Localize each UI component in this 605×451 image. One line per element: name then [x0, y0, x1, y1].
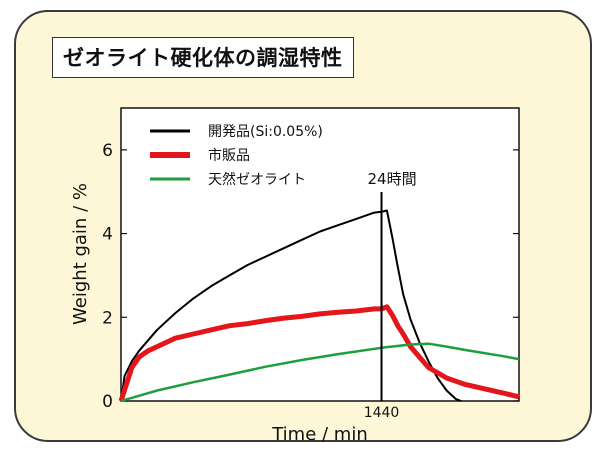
series-line-2: [118, 304, 520, 402]
y-tick-label: 4: [102, 225, 113, 245]
legend-label-1: 開発品(Si:0.05%): [208, 124, 323, 140]
x-tick-label: 1440: [364, 405, 400, 421]
series-line-1: [120, 209, 462, 402]
y-axis-label: Weight gain / %: [70, 183, 91, 325]
legend-label-3: 天然ゼオライト: [208, 171, 306, 188]
y-tick-label: 6: [102, 141, 113, 161]
annotation-label: 24時間: [368, 170, 417, 188]
y-tick-label: 2: [102, 308, 113, 328]
y-tick-label: 0: [102, 392, 113, 412]
x-ticks: 1440: [364, 405, 400, 421]
chart-title: ゼオライト硬化体の調湿特性: [52, 37, 354, 78]
x-axis-label: Time / min: [271, 424, 368, 445]
legend-label-2: 市販品: [208, 147, 250, 164]
